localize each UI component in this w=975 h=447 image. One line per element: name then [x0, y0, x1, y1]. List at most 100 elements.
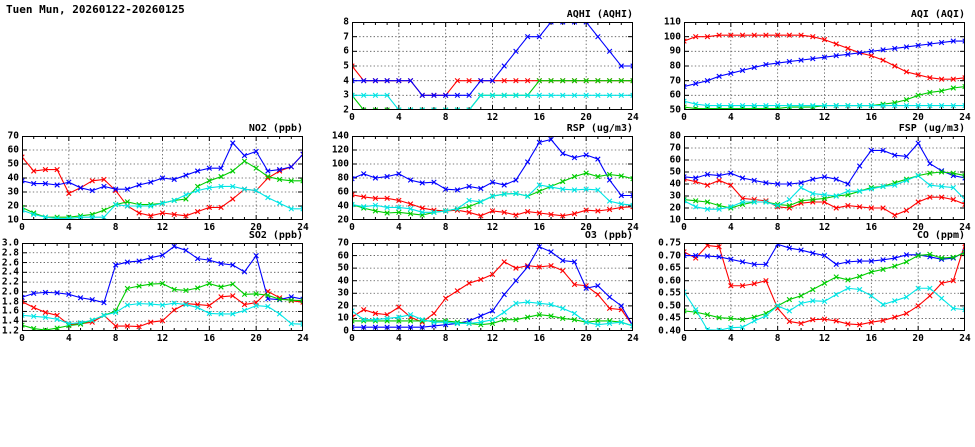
- x-tick-label: 4: [727, 222, 734, 233]
- x-tick-label: 16: [203, 222, 216, 233]
- plot-area-aqhi: [352, 22, 633, 110]
- plot-area-rsp: [352, 136, 633, 220]
- y-tick-label: 1.8: [1, 296, 19, 308]
- y-tick-label: 1.2: [1, 325, 19, 337]
- y-tick-label: 0.55: [658, 287, 681, 299]
- y-tick-label: 30: [7, 186, 19, 198]
- y-tick-label: 80: [669, 130, 681, 142]
- x-tick-label: 8: [442, 333, 449, 344]
- chart-panel-aqi: AQI (AQI) 50 60 70 80 90 100 110 0 4 8 12 16 20 24: [664, 9, 971, 123]
- x-tick-label: 16: [865, 112, 878, 123]
- x-tick-label: 0: [19, 333, 25, 344]
- series-markers-aqi-series2: [684, 38, 965, 90]
- x-tick-label: 16: [865, 222, 878, 233]
- x-tick-label: 16: [533, 222, 546, 233]
- y-tick-label: 10: [337, 312, 349, 324]
- y-tick-label: 30: [669, 190, 681, 202]
- plot-area-so2: [22, 243, 303, 331]
- y-tick-label: 20: [7, 200, 19, 212]
- x-tick-label: 20: [912, 222, 924, 233]
- y-tick-label: 0.75: [658, 237, 681, 249]
- y-tick-label: 140: [331, 130, 349, 142]
- y-tick-label: 10: [669, 214, 681, 226]
- x-tick-label: 20: [580, 112, 592, 123]
- x-tick-label: 8: [112, 222, 119, 233]
- x-tick-label: 24: [959, 333, 971, 344]
- x-tick-label: 24: [297, 333, 309, 344]
- x-tick-label: 12: [818, 112, 831, 123]
- y-tick-label: 20: [669, 202, 681, 214]
- chart-title-so2: SO2 (ppb): [248, 230, 303, 241]
- y-tick-label: 0.70: [658, 250, 681, 262]
- x-tick-label: 4: [65, 333, 72, 344]
- y-tick-label: 6: [343, 45, 349, 57]
- y-tick-label: 7: [343, 31, 349, 43]
- x-tick-label: 8: [112, 333, 119, 344]
- y-tick-label: 40: [669, 178, 681, 190]
- series-markers-aqhi-series2: [352, 22, 633, 99]
- y-tick-label: 1.6: [1, 305, 19, 317]
- y-tick-label: 2.0: [1, 286, 19, 298]
- x-tick-label: 0: [681, 112, 687, 123]
- series-markers-rsp-series2: [352, 136, 633, 199]
- page-title: Tuen Mun, 20260122-20260125: [6, 3, 185, 16]
- chart-title-aqi: AQI (AQI): [910, 9, 965, 20]
- series-markers-rsp-series1: [352, 192, 633, 219]
- y-tick-label: 110: [663, 16, 681, 28]
- y-tick-label: 50: [337, 262, 349, 274]
- series-markers-o3-series2: [352, 244, 633, 330]
- x-tick-label: 0: [19, 222, 25, 233]
- y-tick-label: 70: [669, 142, 681, 154]
- chart-title-aqhi: AQHI (AQHI): [566, 9, 633, 20]
- y-tick-label: 3: [343, 89, 349, 101]
- series-line-fsp-series1: [684, 178, 965, 216]
- x-tick-label: 16: [203, 333, 216, 344]
- x-tick-label: 16: [865, 333, 878, 344]
- y-tick-label: 60: [669, 89, 681, 101]
- x-tick-label: 16: [533, 112, 546, 123]
- y-tick-label: 50: [669, 166, 681, 178]
- x-tick-label: 0: [349, 333, 355, 344]
- y-tick-label: 90: [669, 45, 681, 57]
- x-tick-label: 8: [442, 222, 449, 233]
- series-markers-co-series1: [684, 243, 965, 328]
- chart-title-co: CO (ppm): [916, 230, 965, 241]
- x-tick-label: 4: [395, 333, 402, 344]
- y-tick-label: 3.0: [1, 237, 19, 249]
- plot-area-co: [684, 243, 965, 331]
- x-tick-label: 24: [627, 333, 639, 344]
- series-markers-co-series4: [684, 285, 965, 331]
- x-tick-label: 4: [727, 112, 734, 123]
- y-tick-label: 40: [337, 200, 349, 212]
- y-tick-label: 100: [663, 31, 681, 43]
- chart-panel-o3: O3 (ppb) 0 10 20 30 40 50 60 70 0 4 8 12 16 20 24: [338, 230, 639, 344]
- x-tick-label: 0: [681, 222, 687, 233]
- chart-panel-no2: NO2 (ppb) 10 20 30 40 50 60 70 0 4 8 12 16 20 24: [8, 123, 309, 233]
- x-tick-label: 8: [774, 112, 781, 123]
- series-markers-no2-series4: [22, 183, 303, 220]
- series-markers-no2-series2: [22, 140, 303, 194]
- y-tick-label: 2: [343, 104, 349, 116]
- y-tick-label: 0.40: [658, 325, 681, 337]
- x-tick-label: 12: [156, 222, 169, 233]
- y-tick-label: 50: [7, 158, 19, 170]
- x-tick-label: 20: [912, 333, 924, 344]
- y-tick-label: 40: [7, 172, 19, 184]
- y-tick-label: 0.50: [658, 300, 681, 312]
- series-line-fsp-series2: [684, 142, 965, 185]
- y-tick-label: 10: [7, 214, 19, 226]
- x-tick-label: 20: [580, 222, 592, 233]
- x-tick-label: 4: [65, 222, 72, 233]
- series-markers-aqi-series4: [684, 98, 965, 109]
- y-tick-label: 2.2: [1, 276, 19, 288]
- chart-title-o3: O3 (ppb): [584, 230, 633, 241]
- x-tick-label: 4: [727, 333, 734, 344]
- x-tick-label: 24: [959, 222, 971, 233]
- chart-title-rsp: RSP (ug/m3): [566, 123, 633, 134]
- x-tick-label: 12: [486, 333, 499, 344]
- chart-panel-rsp: RSP (ug/m3) 20 40 60 80 100 120 140 0 4 8 12 16 20 24: [332, 123, 639, 233]
- x-tick-label: 24: [959, 112, 971, 123]
- series-line-fsp-series4: [684, 174, 965, 210]
- x-tick-label: 20: [580, 333, 592, 344]
- y-tick-label: 70: [337, 237, 349, 249]
